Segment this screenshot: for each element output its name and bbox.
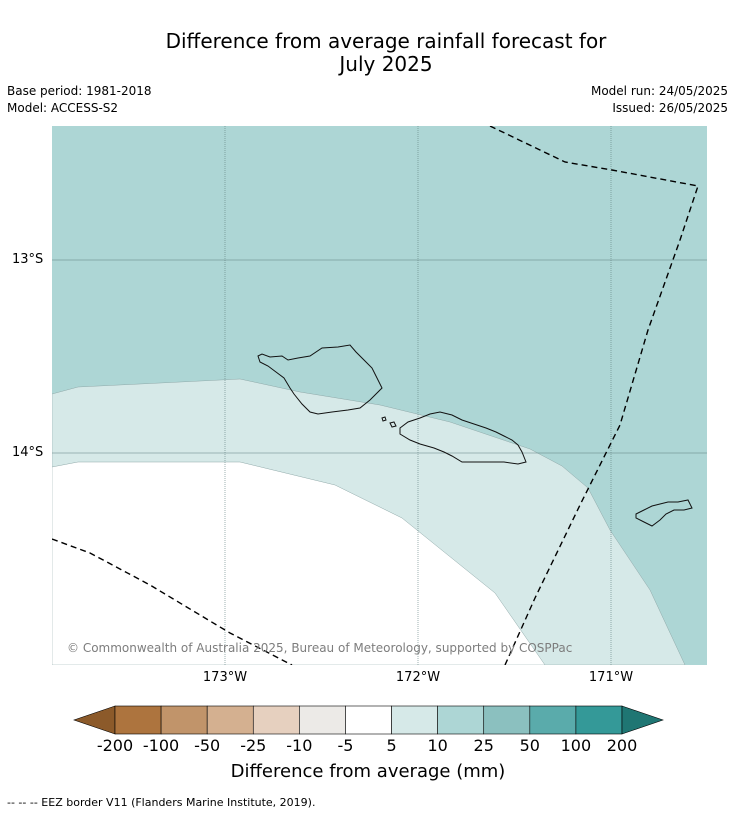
- issued-date: Issued: 26/05/2025: [612, 101, 728, 115]
- colorbar-segment: [252, 705, 300, 735]
- lon-label-171w: 171°W: [588, 670, 634, 685]
- colorbar-tick-label: -5: [337, 736, 354, 755]
- model-name: Model: ACCESS-S2: [7, 101, 119, 115]
- colorbar-tick-label: 100: [560, 736, 592, 755]
- title-line-2: July 2025: [339, 52, 433, 76]
- eez-footnote: -- -- -- EEZ border V11 (Flanders Marine…: [7, 796, 316, 809]
- colorbar-tick-label: -10: [286, 736, 313, 755]
- colorbar-tick-label: 50: [519, 736, 540, 755]
- island-apolima: [381, 416, 387, 422]
- lat-label-14s: 14°S: [12, 445, 44, 460]
- eez-border-southwest: [52, 538, 293, 665]
- colorbar-tick-label: -50: [194, 736, 221, 755]
- colorbar-tick-label: -25: [240, 736, 267, 755]
- colorbar-extend-high: [621, 705, 664, 735]
- region-neutral: [52, 461, 546, 665]
- lon-label-173w: 173°W: [202, 670, 248, 685]
- colorbar-segment: [575, 705, 623, 735]
- colorbar-segment: [160, 705, 208, 735]
- colorbar-segment: [437, 705, 485, 735]
- colorbar: [73, 705, 664, 735]
- eez-border-north: [489, 126, 699, 665]
- colorbar-segment: [345, 705, 392, 735]
- colorbar-segment: [206, 705, 254, 735]
- eez-borders: [52, 126, 699, 665]
- base-period: Base period: 1981-2018: [7, 84, 152, 98]
- title-line-1: Difference from average rainfall forecas…: [165, 29, 607, 53]
- colorbar-segment: [391, 705, 438, 735]
- island-manono: [389, 421, 397, 428]
- colorbar-tick-label: 10: [427, 736, 448, 755]
- lat-label-13s: 13°S: [12, 252, 44, 267]
- colorbar-segment: [529, 705, 577, 735]
- graticule: [52, 126, 707, 665]
- colorbar-tick-label: 25: [473, 736, 494, 755]
- meta-right: Model run: 24/05/2025 Issued: 26/05/2025: [591, 83, 728, 117]
- colorbar-segment: [114, 705, 162, 735]
- island-tutuila: [635, 499, 693, 527]
- map-title: Difference from average rainfall forecas…: [0, 30, 736, 76]
- island-upolu: [399, 411, 527, 465]
- colorbar-title: Difference from average (mm): [230, 761, 506, 782]
- model-run: Model run: 24/05/2025: [590, 84, 728, 98]
- colorbar-extend-low: [73, 705, 116, 735]
- colorbar-tick-label: 5: [386, 736, 397, 755]
- copyright-notice: © Commonwealth of Australia 2025, Bureau…: [67, 641, 573, 655]
- lon-label-172w: 172°W: [395, 670, 441, 685]
- colorbar-segment: [483, 705, 531, 735]
- island-savaii: [257, 344, 383, 415]
- colorbar-tick-label: -100: [142, 736, 180, 755]
- colorbar-tick-label: -200: [96, 736, 134, 755]
- colorbar-segment: [299, 705, 346, 735]
- meta-left: Base period: 1981-2018 Model: ACCESS-S2: [7, 83, 152, 117]
- colorbar-tick-label: 200: [606, 736, 638, 755]
- coastlines: [257, 344, 693, 527]
